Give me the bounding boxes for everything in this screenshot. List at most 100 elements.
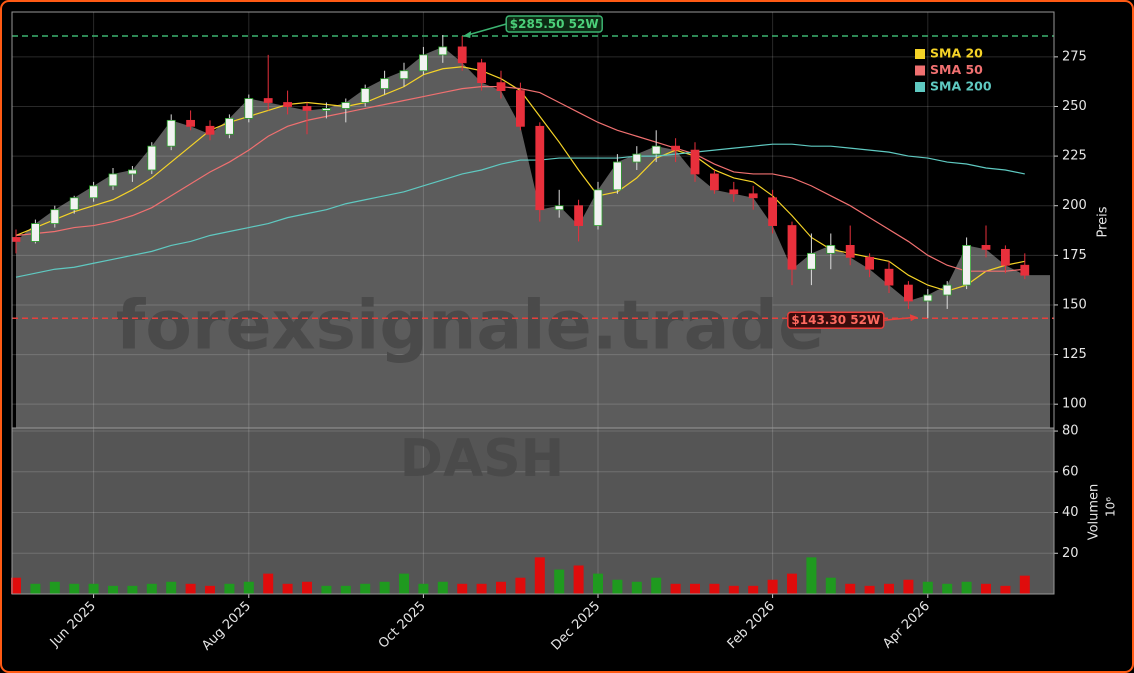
volume-bar (224, 583, 235, 594)
volume-bar (864, 585, 875, 594)
candle-body (729, 189, 739, 195)
volume-panel (12, 428, 1054, 594)
candle-body (554, 205, 564, 211)
volume-bar (593, 573, 603, 594)
candle-body (787, 225, 797, 270)
candle-body (710, 173, 719, 191)
volume-bar (321, 585, 332, 594)
candle-body (283, 102, 293, 107)
candle-body (127, 169, 137, 175)
y-tick-label: 80 (1062, 424, 1079, 439)
volume-bar (631, 581, 642, 594)
candle-body (942, 284, 952, 296)
candle-body (457, 46, 467, 64)
candle-body (147, 145, 157, 171)
candle-body (380, 78, 390, 90)
sma-line (15, 143, 1025, 278)
y-tick-label: 60 (1062, 464, 1079, 479)
annotation-label: $285.50 52W (510, 17, 599, 31)
candle-body (593, 189, 603, 226)
candle-body (807, 252, 816, 270)
volume-bar (11, 577, 21, 594)
candle-body (690, 149, 700, 175)
volume-bar (166, 581, 177, 594)
candle-body (224, 117, 234, 135)
volume-bar (554, 569, 565, 594)
legend-label: SMA 200 (930, 79, 992, 94)
volume-bar (845, 583, 856, 594)
candle-body (205, 125, 215, 135)
volume-bar (981, 583, 991, 594)
candle-body (263, 98, 273, 103)
candle-body (418, 54, 428, 72)
annotation-arrowhead (909, 314, 918, 322)
volume-axis-label: Volumen (1087, 484, 1102, 541)
volume-bar (748, 585, 759, 594)
candle-body (244, 98, 254, 119)
volume-bar (942, 583, 953, 594)
volume-bar (496, 581, 506, 594)
volume-bar (612, 579, 623, 594)
volume-bar (534, 557, 545, 594)
volume-bar (205, 585, 215, 594)
candle-body (30, 223, 40, 242)
volume-bar (1019, 575, 1030, 594)
volume-bar (399, 573, 409, 594)
volume-bar (379, 581, 390, 594)
annotation-label: $143.30 52W (791, 313, 880, 327)
volume-bar (515, 577, 526, 594)
volume-bar (573, 565, 584, 594)
candle-body (1001, 248, 1010, 266)
candle-body (671, 145, 680, 151)
candle-body (826, 245, 836, 254)
y-tick-label: 100 (1062, 397, 1087, 412)
y-tick-label: 225 (1062, 149, 1087, 164)
symbol-watermark: DASH (400, 429, 564, 489)
candle-body (302, 106, 312, 111)
annotation-arrow (463, 23, 507, 37)
volume-bar (282, 583, 293, 594)
volume-bar (1000, 585, 1011, 594)
candle-body (865, 256, 874, 270)
candle-body (613, 161, 622, 191)
volume-bar (69, 583, 80, 594)
candle-body (1020, 264, 1030, 276)
candle-body (341, 102, 351, 109)
y-tick-label: 40 (1062, 505, 1079, 520)
volume-bar (903, 579, 914, 594)
volume-bar (243, 581, 254, 594)
candle-body (904, 284, 913, 302)
price-area (16, 46, 1050, 428)
y-tick-label: 125 (1062, 347, 1087, 362)
under-layer (12, 12, 1054, 594)
volume-bar (340, 585, 351, 594)
candle-body (923, 294, 933, 302)
legend-swatch (915, 82, 925, 92)
annotation-box (505, 15, 603, 33)
candle-body (748, 193, 758, 199)
candle-body (399, 70, 409, 80)
candle-body (962, 245, 971, 286)
volume-bar (961, 581, 972, 594)
candle-body (438, 46, 448, 56)
legend-label: SMA 50 (930, 62, 983, 77)
y-tick-label: 200 (1062, 198, 1087, 213)
candle-body (477, 62, 487, 84)
annotation-box (787, 311, 885, 329)
candle-body (321, 108, 331, 111)
volume-bar (185, 583, 196, 594)
volume-border (11, 427, 1055, 595)
volume-bar (437, 581, 448, 594)
y-tick-label: 175 (1062, 248, 1087, 263)
y-axis-label: Preis (1096, 206, 1111, 237)
candle-body (574, 205, 583, 226)
volume-bar (825, 577, 836, 594)
volume-bar (670, 583, 681, 594)
volume-bar (88, 583, 99, 594)
candle-body (496, 82, 506, 91)
legend-swatch (915, 65, 925, 76)
y-tick-label: 275 (1062, 49, 1087, 64)
volume-bar (651, 577, 662, 594)
